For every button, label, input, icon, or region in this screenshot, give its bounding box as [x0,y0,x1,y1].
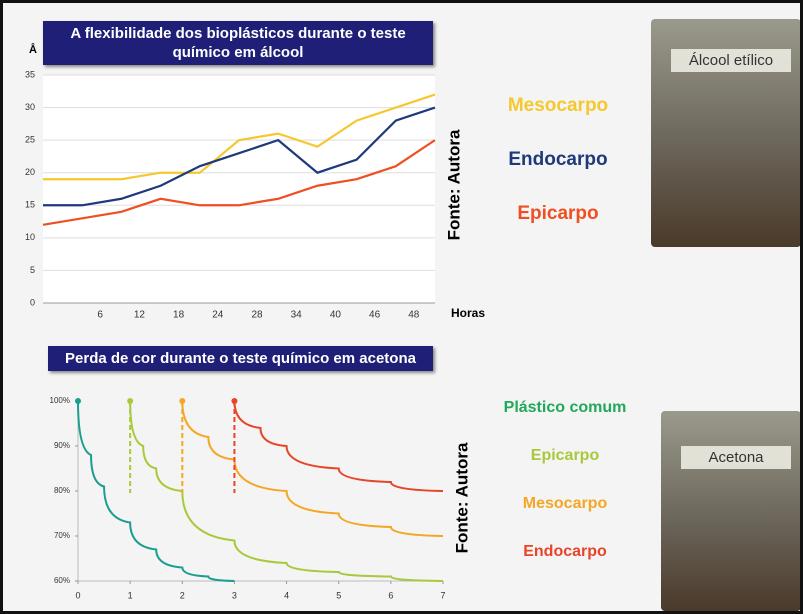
x-tick-label: 40 [330,310,342,321]
y-tick-label: 60% [54,576,70,585]
y-tick-label: 0 [30,297,35,307]
x-tick-label: 12 [134,310,146,321]
x-tick-label: 0 [75,590,80,600]
y-tick-label: 10 [25,232,35,242]
legend-label: Endocarpo [523,543,607,560]
x-tick-label: 5 [336,590,341,600]
y-tick-label: 70% [54,531,70,540]
legend-label: Mesocarpo [508,95,608,116]
slide: 05101520253035Å61218242834404648HorasFon… [0,0,803,614]
legend-label: Endocarpo [508,149,607,170]
y-tick-label: 15 [25,200,35,210]
start-point [179,398,185,404]
start-point [75,398,81,404]
annotation: Fonte: Autora [452,442,471,553]
annotation: Fonte: Autora [444,129,463,240]
photo: Acetona [661,411,801,611]
plot-area [43,75,435,303]
y-axis-label: Å [29,43,37,56]
x-axis-label: Horas [451,306,485,320]
x-tick-label: 6 [97,310,103,321]
x-tick-label: 3 [232,590,237,600]
x-tick-label: 6 [388,590,393,600]
photo: Álcool etílico [651,19,801,247]
legend-label: Epicarpo [517,203,598,224]
y-tick-label: 35 [25,69,35,79]
curve [182,401,443,536]
legend-label: Mesocarpo [523,495,608,512]
y-tick-label: 20 [25,167,35,177]
y-tick-label: 80% [54,486,70,495]
y-tick-label: 100% [50,396,70,405]
photo-label: Acetona [681,446,791,469]
photo-label: Álcool etílico [671,49,791,72]
x-tick-label: 34 [291,310,303,321]
x-tick-label: 48 [408,310,420,321]
curve [78,401,234,581]
start-point [231,398,237,404]
curve [234,401,443,491]
legend-label: Plástico comum [504,399,627,416]
x-tick-label: 46 [369,310,381,321]
x-tick-label: 18 [173,310,185,321]
y-tick-label: 5 [30,265,35,275]
x-tick-label: 1 [128,590,133,600]
x-tick-label: 2 [180,590,185,600]
x-tick-label: 4 [284,590,289,600]
x-tick-label: 7 [440,590,445,600]
y-tick-label: 90% [54,441,70,450]
chart-title: A flexibilidade dos bioplásticos durante… [43,21,433,65]
start-point [127,398,133,404]
legend-label: Epicarpo [531,447,600,464]
y-tick-label: 25 [25,135,35,145]
chart-title: Perda de cor durante o teste químico em … [48,346,433,371]
y-tick-label: 30 [25,102,35,112]
x-tick-label: 28 [251,310,263,321]
x-tick-label: 24 [212,310,224,321]
